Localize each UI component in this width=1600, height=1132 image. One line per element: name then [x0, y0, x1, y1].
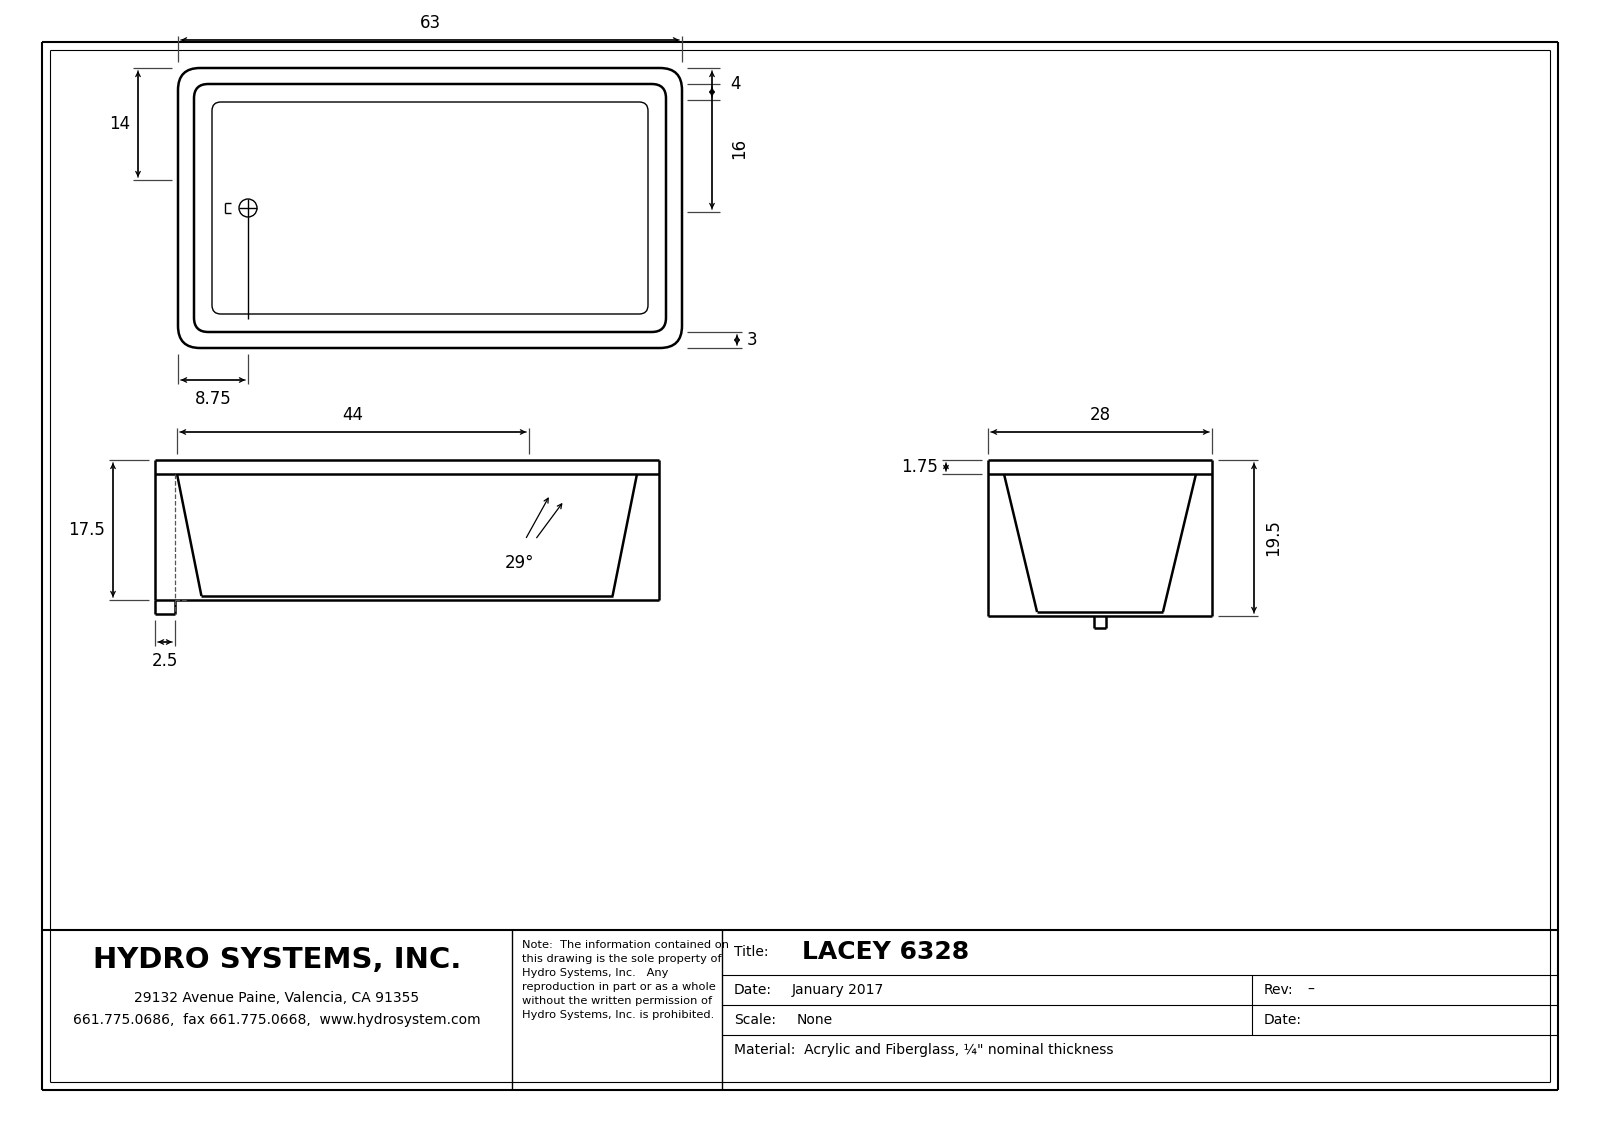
Text: LACEY 6328: LACEY 6328 [802, 940, 970, 964]
Text: Note:  The information contained on
this drawing is the sole property of
Hydro S: Note: The information contained on this … [522, 940, 730, 1020]
Text: 3: 3 [747, 331, 758, 349]
Text: HYDRO SYSTEMS, INC.: HYDRO SYSTEMS, INC. [93, 946, 461, 974]
Text: 14: 14 [109, 115, 130, 132]
Text: None: None [797, 1013, 834, 1027]
Text: Scale:: Scale: [734, 1013, 776, 1027]
Text: Title:: Title: [734, 945, 768, 959]
Text: 8.75: 8.75 [195, 391, 232, 408]
Text: Material:  Acrylic and Fiberglass, ¼" nominal thickness: Material: Acrylic and Fiberglass, ¼" nom… [734, 1043, 1114, 1057]
FancyBboxPatch shape [194, 84, 666, 332]
Text: 661.775.0686,  fax 661.775.0668,  www.hydrosystem.com: 661.775.0686, fax 661.775.0668, www.hydr… [74, 1013, 482, 1027]
Text: 2.5: 2.5 [152, 652, 178, 670]
Text: 16: 16 [730, 137, 749, 158]
Text: 19.5: 19.5 [1264, 520, 1282, 557]
Text: Date:: Date: [1264, 1013, 1302, 1027]
Text: Rev:: Rev: [1264, 983, 1294, 997]
Text: 44: 44 [342, 406, 363, 424]
Text: January 2017: January 2017 [792, 983, 885, 997]
Text: –: – [1307, 983, 1314, 997]
Text: 28: 28 [1090, 406, 1110, 424]
FancyBboxPatch shape [211, 102, 648, 314]
Text: Date:: Date: [734, 983, 771, 997]
Text: 29°: 29° [506, 554, 534, 572]
Text: 29132 Avenue Paine, Valencia, CA 91355: 29132 Avenue Paine, Valencia, CA 91355 [134, 990, 419, 1005]
Text: 4: 4 [730, 75, 741, 93]
Text: 17.5: 17.5 [69, 521, 106, 539]
Text: 63: 63 [419, 14, 440, 32]
FancyBboxPatch shape [178, 68, 682, 348]
Text: 1.75: 1.75 [901, 458, 938, 475]
